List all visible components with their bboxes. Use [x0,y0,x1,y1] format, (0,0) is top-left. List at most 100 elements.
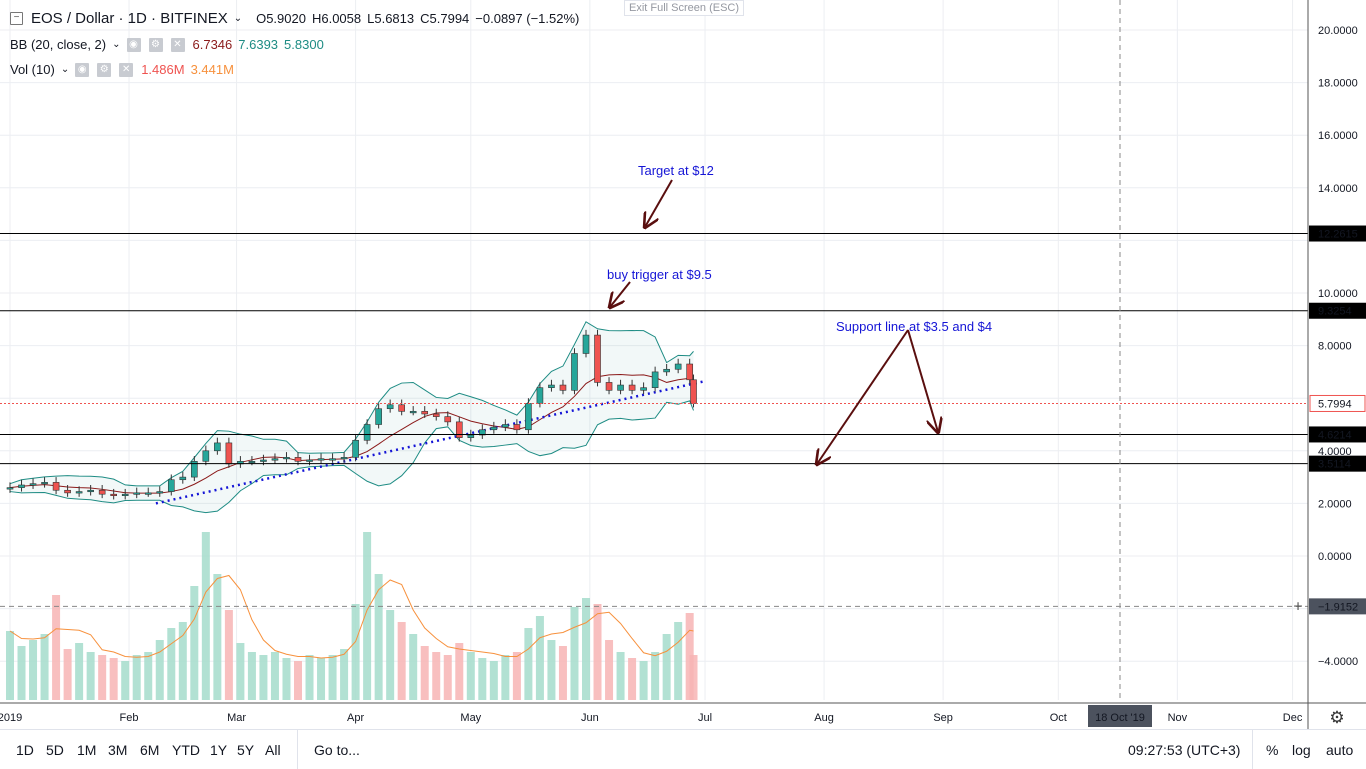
candle [502,424,509,428]
vol-name[interactable]: Vol (10) [10,62,55,77]
candle [398,404,405,412]
eye-icon[interactable]: ◉ [75,62,90,77]
auto-toggle[interactable]: auto [1326,742,1354,758]
range-all[interactable]: All [265,742,281,758]
volume-bar [674,622,683,700]
candle [582,334,590,354]
candle [225,442,233,465]
candle [386,404,394,410]
price-tick-label: 0.0000 [1318,551,1352,563]
price-tick-label: 18.0000 [1318,78,1358,90]
chevron-down-icon[interactable]: ⌄ [233,13,243,24]
candle [179,476,187,481]
annotation-support[interactable]: Support line at $3.5 and $4 [836,319,992,334]
volume-bar [109,658,118,700]
range-ytd[interactable]: YTD [172,742,200,758]
candles [6,329,697,500]
volume-bar [466,652,475,700]
close-icon[interactable]: ✕ [170,37,185,52]
bb-lower-line [9,400,694,514]
time-tick-label: 2019 [0,712,22,724]
chevron-down-icon[interactable]: ⌄ [112,39,121,50]
symbol-title[interactable]: EOS / Dollar · 1D · BITFINEX [31,10,228,27]
level-price-label-bg [1309,225,1366,242]
close-icon[interactable]: ✕ [119,62,134,77]
bottom-toolbar: 1D 5D 1M 3M 6M YTD 1Y 5Y All Go to... 09… [0,729,1366,769]
log-toggle[interactable]: log [1292,742,1311,758]
time-tick-label: Oct [1050,712,1067,724]
gear-icon[interactable]: ⚙ [148,37,163,52]
settings-gear-icon[interactable]: ⚙ [1329,708,1344,727]
volume-bar [190,586,199,700]
clock[interactable]: 09:27:53 (UTC+3) [1128,742,1241,758]
volume-bar [689,655,698,700]
range-1d[interactable]: 1D [16,742,34,758]
volume-bar [662,634,671,700]
level-price-label: 12.2615 [1318,229,1358,241]
volume-bar [420,646,429,700]
candle [640,387,647,391]
candle [340,457,348,460]
eye-icon[interactable]: ◉ [126,37,141,52]
range-5y[interactable]: 5Y [237,742,255,758]
divider [297,730,298,769]
goto-button[interactable]: Go to... [314,742,360,758]
candle [52,482,60,491]
percent-toggle[interactable]: % [1266,742,1279,758]
volume-bar [489,661,498,700]
price-tick-label: 14.0000 [1318,183,1358,195]
horizontal-levels[interactable]: + [0,0,1308,700]
annotations[interactable]: Target at $12 buy trigger at $9.5 Suppor… [607,163,992,464]
volume-bar [328,655,337,700]
range-6m[interactable]: 6M [140,742,160,758]
candle [617,384,624,391]
volume-bar [98,655,107,700]
volume-bars [6,532,698,700]
candle [467,434,475,438]
volume-bar [397,622,406,700]
candle [248,461,256,464]
annotation-buy-trigger[interactable]: buy trigger at $9.5 [607,267,712,282]
plus-icon: + [1293,598,1302,615]
level-price-label-bg [1309,455,1366,472]
candle [421,411,429,415]
crosshair-date-label-bg [1088,705,1152,727]
last-price-label-border [1309,394,1366,412]
exit-fullscreen-button[interactable]: Exit Full Screen (ESC) [624,0,745,16]
range-1m[interactable]: 1M [77,742,97,758]
annotation-arrow [610,281,631,307]
annotation-arrow [907,329,938,432]
price-chart[interactable]: + Target at $12 buy trigger at $9.5 Supp… [0,0,1366,729]
candle [110,493,117,496]
volume-bar [628,658,637,700]
candle [98,489,106,495]
volume-bar [340,649,349,700]
price-axis[interactable]: 20.0000 18.0000 16.0000 14.0000 10.0000 8.000… [1307,0,1366,729]
price-tick-label: 20.0000 [1318,25,1358,37]
chevron-down-icon[interactable]: ⌄ [60,64,70,75]
crosshair-date-label: 18 Oct '19 [1095,712,1145,724]
candle [191,461,198,478]
candle [133,492,141,495]
last-price-label: 5.7994 [1318,398,1352,410]
range-5d[interactable]: 5D [46,742,64,758]
candle [432,413,440,417]
volume-bar [501,655,510,700]
collapse-icon[interactable]: − [10,12,23,25]
price-tick-label: 16.0000 [1318,130,1358,142]
candle [271,458,279,461]
range-3m[interactable]: 3M [108,742,128,758]
volume-bar [512,652,521,700]
candle [41,482,48,485]
time-axis[interactable]: 2019 Feb Mar Apr May Jun Jul Aug Sep Oct Nov Dec 18 … [0,702,1366,727]
candle [202,450,210,462]
annotation-target[interactable]: Target at $12 [638,163,714,178]
bb-name[interactable]: BB (20, close, 2) [10,37,107,52]
range-1y[interactable]: 1Y [210,742,228,758]
divider [1252,730,1253,769]
volume-bar [443,655,452,700]
volume-bar [29,640,38,700]
candle [559,384,567,391]
gear-icon[interactable]: ⚙ [97,62,112,77]
candle [214,442,221,452]
